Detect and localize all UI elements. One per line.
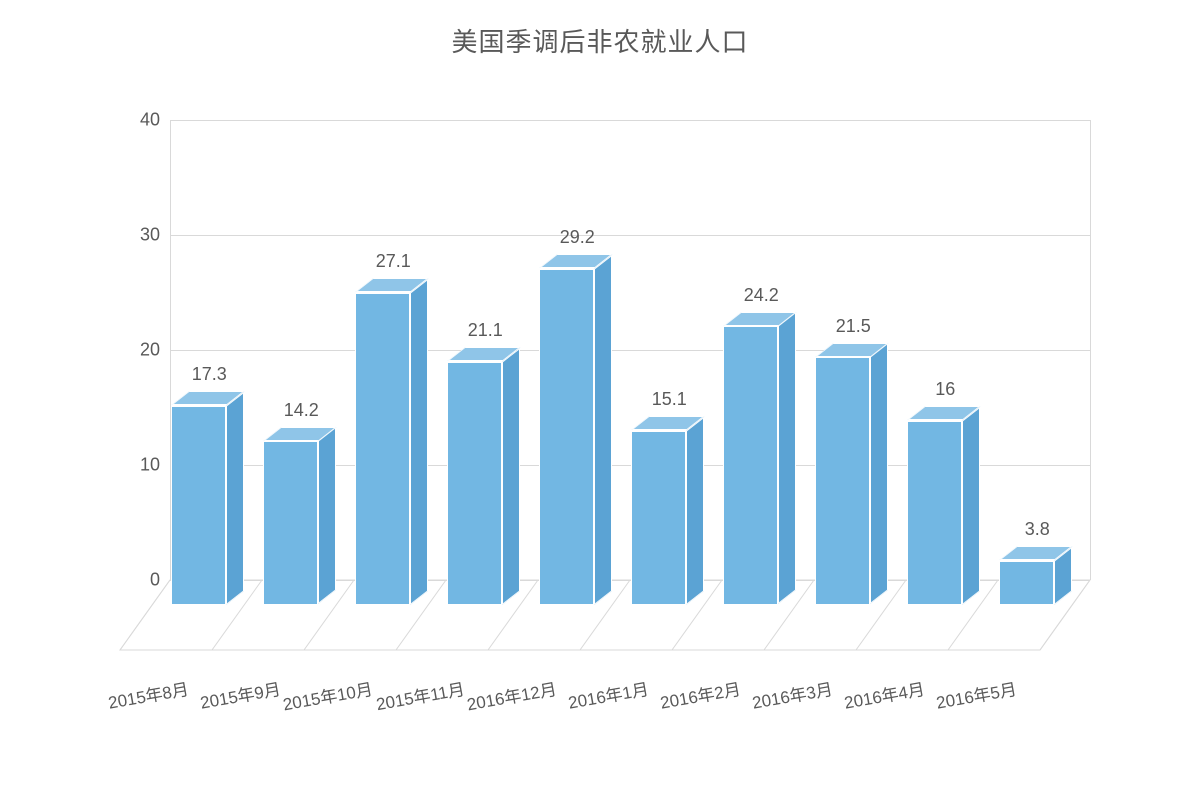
bar-value-label: 21.1	[445, 320, 525, 341]
bar-value-label: 17.3	[169, 364, 249, 385]
ytick-label: 20	[100, 340, 160, 361]
ytick-label: 30	[100, 225, 160, 246]
bar-front-face	[171, 406, 226, 605]
bar-value-label: 15.1	[629, 389, 709, 410]
bar: 15.1	[631, 413, 704, 605]
bar-side-face	[870, 343, 888, 604]
bar-value-label: 27.1	[353, 251, 433, 272]
bar: 29.2	[539, 251, 612, 605]
bar-front-face	[907, 421, 962, 605]
bar-side-face	[318, 427, 336, 604]
bar-value-label: 16	[905, 379, 985, 400]
bar-side-face	[226, 391, 244, 604]
bar: 16	[907, 403, 980, 605]
bar-front-face	[447, 362, 502, 605]
bar: 21.5	[815, 339, 888, 604]
bar-side-face	[410, 279, 428, 605]
bar-side-face	[962, 406, 980, 604]
bar-value-label: 29.2	[537, 227, 617, 248]
ytick-label: 40	[100, 110, 160, 131]
bar: 17.3	[171, 388, 244, 605]
bar-front-face	[355, 293, 410, 605]
bar-side-face	[594, 255, 612, 605]
bar-value-label: 14.2	[261, 400, 341, 421]
bar: 14.2	[263, 423, 336, 604]
bar: 21.1	[447, 344, 520, 605]
x-axis-labels: 2015年8月2015年9月2015年10月2015年11月2016年12月20…	[170, 660, 1090, 760]
bar-front-face	[723, 326, 778, 604]
bar-side-face	[502, 348, 520, 605]
bar: 24.2	[723, 308, 796, 604]
bar-value-label: 21.5	[813, 316, 893, 337]
bar: 27.1	[355, 275, 428, 605]
bar-front-face	[815, 357, 870, 604]
bar-front-face	[631, 431, 686, 605]
bar: 3.8	[999, 543, 1072, 605]
chart-area: 010203040 17.314.227.121.129.215.124.221…	[100, 120, 1100, 680]
bar-value-label: 3.8	[997, 519, 1077, 540]
ytick-label: 10	[100, 455, 160, 476]
bar-side-face	[778, 312, 796, 604]
bar-front-face	[539, 269, 594, 605]
right-wall-edge	[1090, 120, 1091, 580]
bar-side-face	[686, 417, 704, 605]
chart-title: 美国季调后非农就业人口	[0, 22, 1200, 59]
plot-area: 17.3 14.2 27.1 21.1 29.2 15.1 24.2 21.5 16 3.8	[170, 120, 1090, 580]
bar-front-face	[999, 561, 1054, 605]
bar-value-label: 24.2	[721, 285, 801, 306]
bar-front-face	[263, 441, 318, 604]
